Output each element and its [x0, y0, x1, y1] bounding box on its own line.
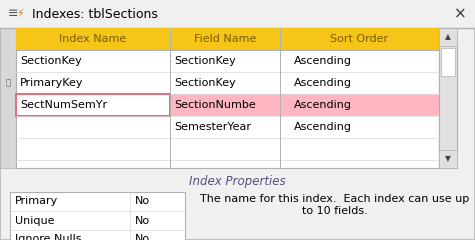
Text: SectionNumbe: SectionNumbe: [174, 100, 256, 110]
Text: Ascending: Ascending: [294, 122, 352, 132]
Text: SectionKey: SectionKey: [174, 78, 236, 88]
Text: No: No: [135, 234, 150, 240]
Text: Ascending: Ascending: [294, 100, 352, 110]
Text: PrimaryKey: PrimaryKey: [20, 78, 84, 88]
Text: Field Name: Field Name: [194, 34, 256, 44]
Bar: [439, 28, 457, 46]
Text: 🔑: 🔑: [6, 78, 10, 88]
Text: Index Properties: Index Properties: [189, 175, 286, 188]
Text: SectionKey: SectionKey: [174, 56, 236, 66]
Bar: [441, 48, 455, 76]
Text: ×: ×: [454, 6, 467, 22]
Text: Indexes: tblSections: Indexes: tblSections: [32, 7, 158, 20]
Text: to 10 fields.: to 10 fields.: [302, 206, 368, 216]
Text: ▲: ▲: [445, 32, 451, 42]
Bar: [16, 94, 170, 116]
Text: ⚡: ⚡: [16, 9, 24, 19]
Bar: [439, 28, 457, 168]
Text: Index Name: Index Name: [59, 34, 127, 44]
Text: Ascending: Ascending: [294, 78, 352, 88]
Text: Ascending: Ascending: [294, 56, 352, 66]
Text: The name for this index.  Each index can use up: The name for this index. Each index can …: [200, 193, 470, 204]
Text: Sort Order: Sort Order: [331, 34, 389, 44]
Bar: [16, 28, 439, 168]
Text: No: No: [135, 216, 150, 226]
Text: Ignore Nulls: Ignore Nulls: [15, 234, 82, 240]
Text: Unique: Unique: [15, 216, 55, 226]
Text: No: No: [135, 197, 150, 206]
Text: Primary: Primary: [15, 197, 58, 206]
Bar: [0, 28, 16, 168]
Text: SectionKey: SectionKey: [20, 56, 82, 66]
Bar: [439, 150, 457, 168]
Bar: [10, 192, 185, 240]
Text: SectNumSemYr: SectNumSemYr: [20, 100, 107, 110]
Text: SemesterYear: SemesterYear: [174, 122, 251, 132]
Text: ≡: ≡: [8, 7, 19, 20]
Bar: [16, 28, 439, 50]
Bar: [0, 0, 475, 28]
Text: ▼: ▼: [445, 155, 451, 163]
Bar: [16, 94, 439, 116]
